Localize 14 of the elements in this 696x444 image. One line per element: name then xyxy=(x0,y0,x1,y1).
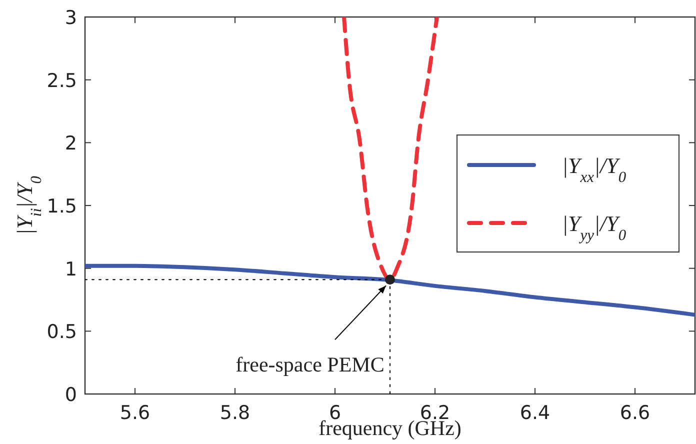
x-tick-label: 5.6 xyxy=(120,402,150,424)
x-tick-label: 6.6 xyxy=(620,402,650,424)
x-tick-label: 6.4 xyxy=(520,402,550,424)
y-tick-label: 2 xyxy=(64,132,77,155)
annotation: free-space PEMC xyxy=(236,352,384,377)
x-tick-label: 5.8 xyxy=(220,402,250,424)
y-tick-label: 2.5 xyxy=(46,70,77,92)
legend-label: |Y$_{yy}$|/Y$_{0}$ xyxy=(562,211,626,244)
y-tick-label: 0.5 xyxy=(46,321,77,344)
y-tick-label: 3 xyxy=(64,7,77,29)
y-tick-label: 1.5 xyxy=(46,196,77,218)
legend-label: |Y$_{xx}$|/Y$_{0}$ xyxy=(562,153,626,186)
y-tick-label: 0 xyxy=(64,384,77,406)
y-tick-label: 1 xyxy=(64,258,77,280)
